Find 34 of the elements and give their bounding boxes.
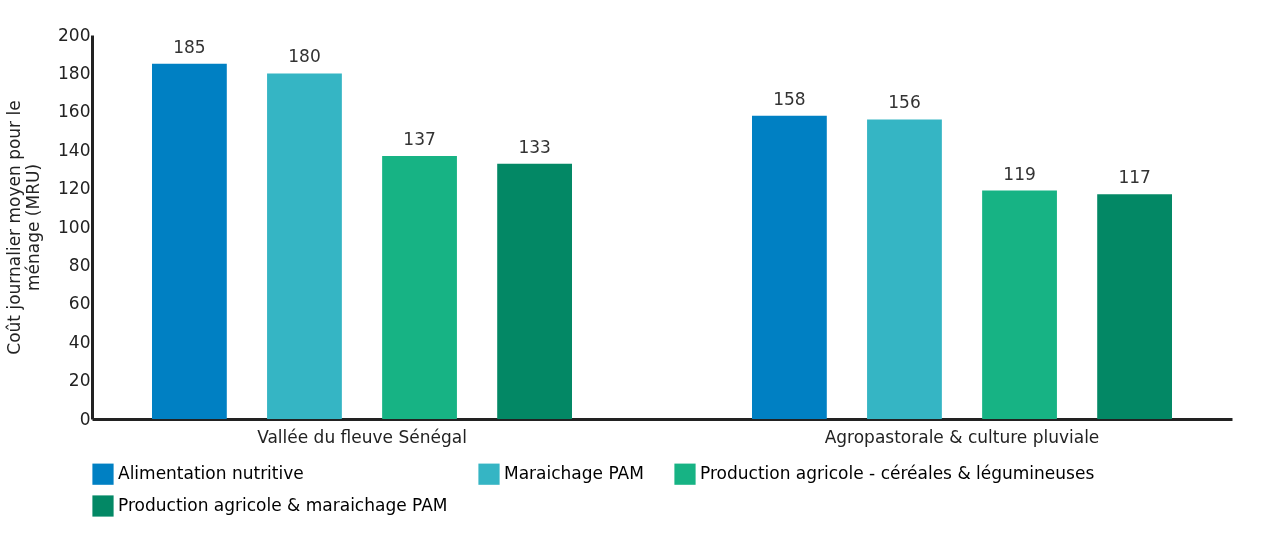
legend-label: Production agricole & maraichage PAM <box>118 495 448 515</box>
y-tick-label: 180 <box>58 62 91 83</box>
bar <box>1097 194 1172 419</box>
y-tick-label: 20 <box>68 370 91 391</box>
data-label: 156 <box>888 92 921 113</box>
bar <box>867 119 942 419</box>
y-tick-label: 80 <box>68 254 91 275</box>
legend-label: Production agricole - céréales & légumineuses <box>700 463 1095 484</box>
bar <box>497 163 572 419</box>
data-label: 185 <box>173 36 206 57</box>
y-tick-label: 100 <box>58 216 91 237</box>
y-tick-label: 160 <box>58 101 91 122</box>
bar <box>152 63 227 419</box>
x-tick-label: Vallée du fleuve Sénégal <box>257 426 467 447</box>
data-label: 137 <box>403 128 436 149</box>
y-axis-title: Coût journalier moyen pour le ménage (MRU) <box>4 100 44 355</box>
x-tick-label: Agropastorale & culture pluviale <box>824 426 1100 447</box>
y-tick-label: 140 <box>58 139 91 160</box>
data-label: 158 <box>773 88 806 109</box>
bar <box>267 73 342 419</box>
data-label: 119 <box>1003 163 1036 184</box>
y-tick-label: 200 <box>58 24 91 45</box>
y-tick-label: 60 <box>68 293 91 314</box>
data-label: 180 <box>288 46 321 67</box>
y-tick-label: 0 <box>79 408 91 429</box>
y-tick-label: 40 <box>68 331 91 352</box>
data-label: 117 <box>1118 167 1151 188</box>
data-label: 133 <box>518 136 551 157</box>
y-tick-label: 120 <box>58 178 91 199</box>
bar <box>382 155 457 419</box>
bar <box>752 115 827 419</box>
legend-label: Maraichage PAM <box>504 463 644 484</box>
bar <box>982 190 1057 419</box>
legend-label: Alimentation nutritive <box>118 463 304 484</box>
